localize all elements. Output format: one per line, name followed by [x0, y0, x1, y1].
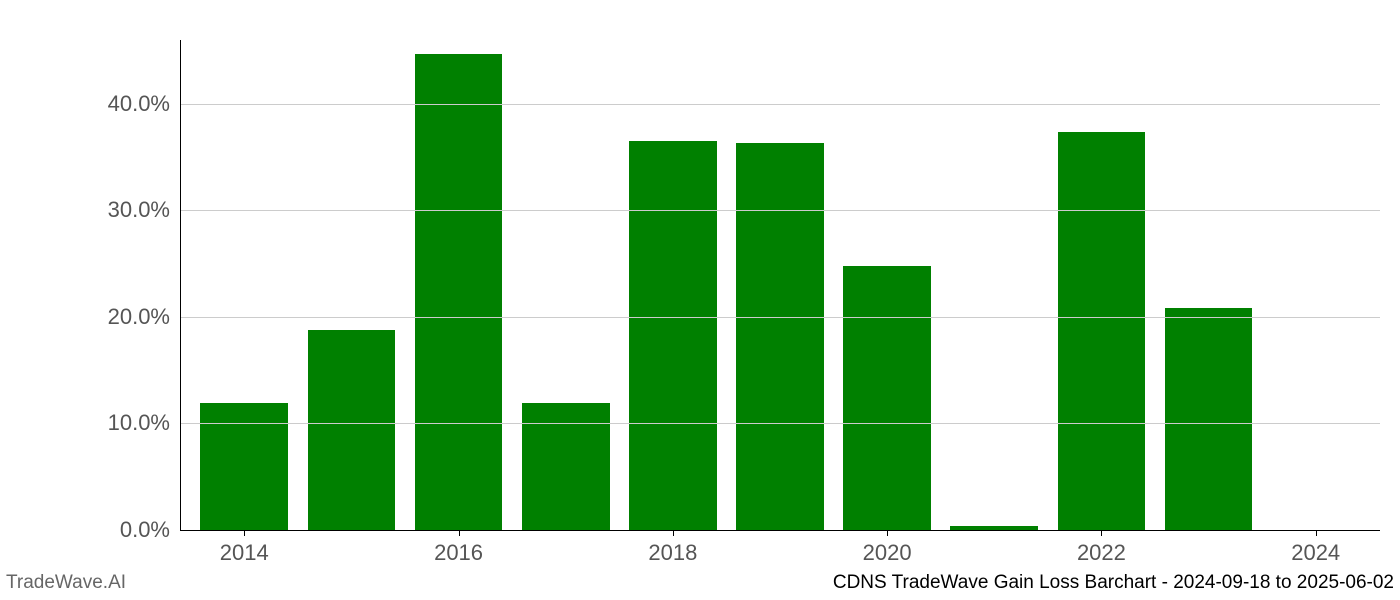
- y-tick-label: 0.0%: [80, 517, 170, 543]
- x-tick-label: 2016: [419, 540, 499, 566]
- y-axis: [180, 40, 181, 530]
- x-tick-label: 2014: [204, 540, 284, 566]
- y-tick-label: 30.0%: [80, 197, 170, 223]
- bar: [736, 143, 824, 530]
- bar: [629, 141, 717, 530]
- chart-container: 0.0% 10.0% 20.0% 30.0% 40.0% 2014 2016 2018 2020…: [0, 0, 1400, 600]
- grid-line: [180, 104, 1380, 105]
- bar: [308, 330, 396, 530]
- x-tick-mark: [459, 530, 460, 536]
- x-tick-mark: [1101, 530, 1102, 536]
- x-tick-mark: [673, 530, 674, 536]
- y-tick-label: 40.0%: [80, 91, 170, 117]
- bar: [1058, 132, 1146, 530]
- bar: [200, 403, 288, 530]
- bar: [1165, 308, 1253, 530]
- y-tick-label: 10.0%: [80, 410, 170, 436]
- bar: [415, 54, 503, 530]
- grid-line: [180, 317, 1380, 318]
- plot-area: [180, 40, 1380, 530]
- x-tick-mark: [244, 530, 245, 536]
- x-tick-label: 2024: [1276, 540, 1356, 566]
- x-tick-label: 2018: [633, 540, 713, 566]
- bar: [843, 266, 931, 530]
- footer-caption: CDNS TradeWave Gain Loss Barchart - 2024…: [833, 572, 1394, 594]
- x-tick-mark: [1316, 530, 1317, 536]
- x-tick-label: 2022: [1061, 540, 1141, 566]
- x-tick-label: 2020: [847, 540, 927, 566]
- x-tick-mark: [887, 530, 888, 536]
- y-tick-label: 20.0%: [80, 304, 170, 330]
- grid-line: [180, 210, 1380, 211]
- grid-line: [180, 423, 1380, 424]
- x-axis: [180, 530, 1380, 531]
- bar: [522, 403, 610, 530]
- footer-brand: TradeWave.AI: [6, 572, 126, 594]
